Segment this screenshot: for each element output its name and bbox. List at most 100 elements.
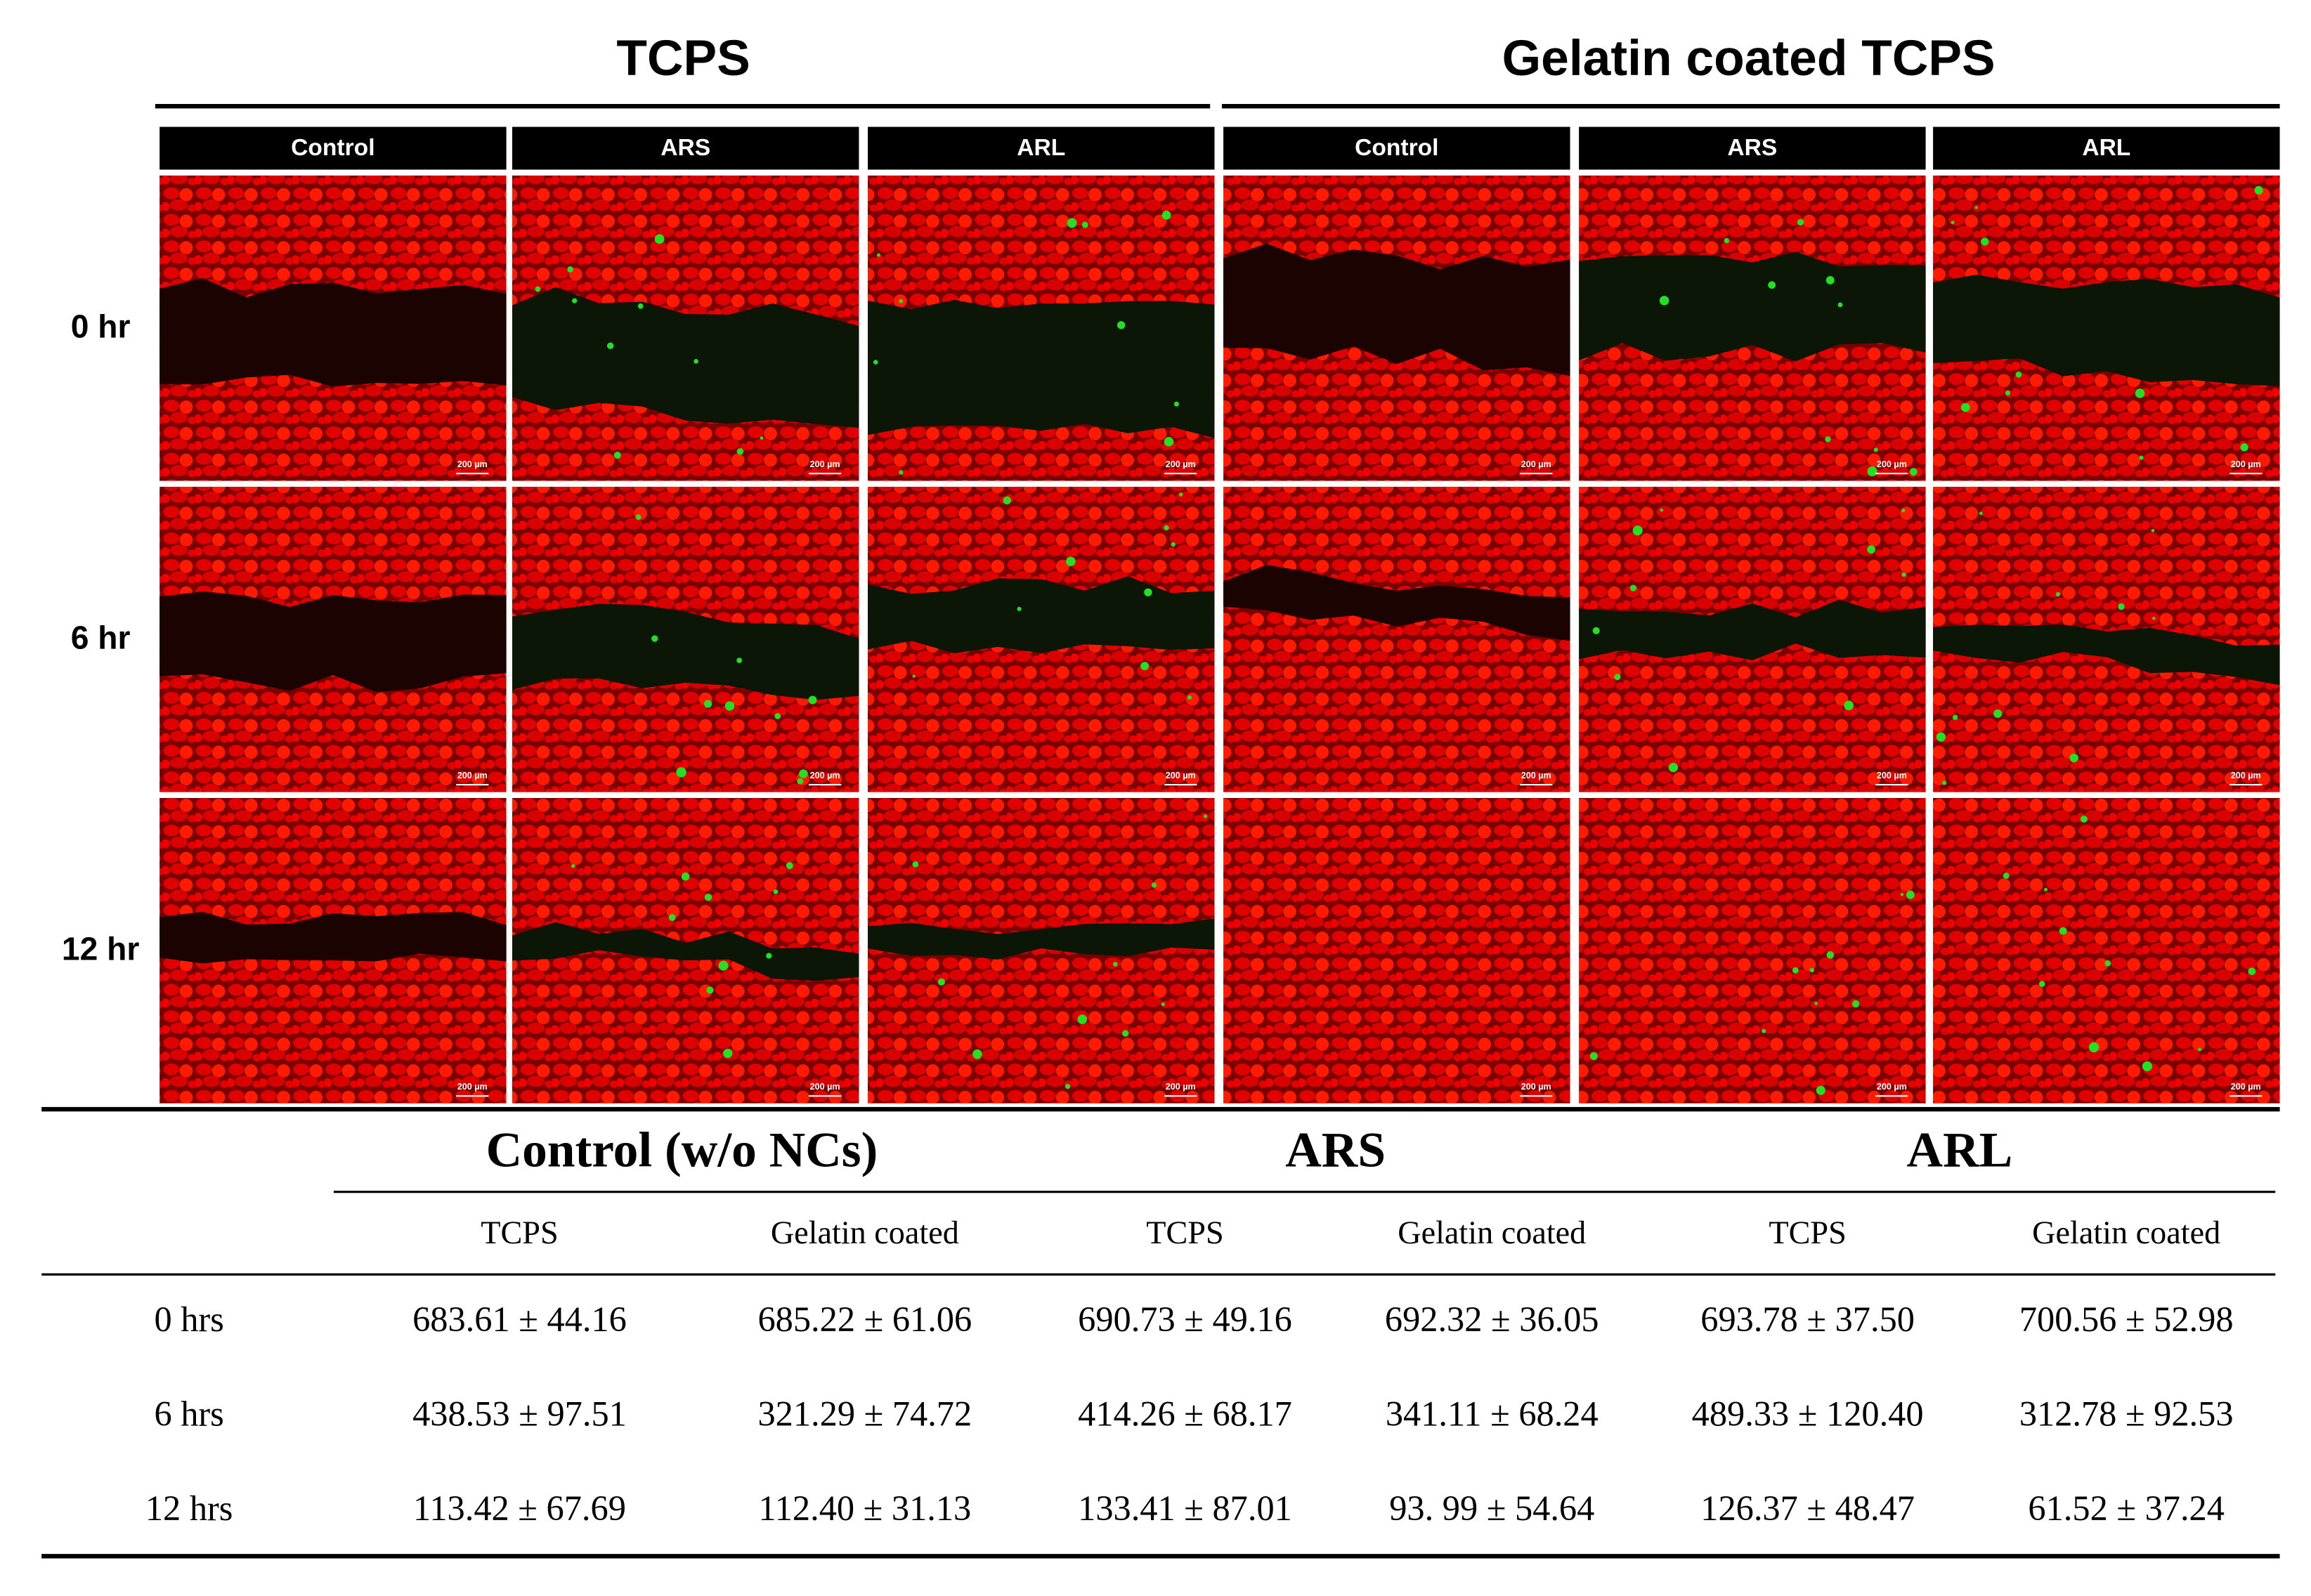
- green-dot: [1952, 714, 1958, 720]
- scratch-gap: [1933, 624, 2280, 686]
- table-subheader: TCPS: [1146, 1215, 1223, 1250]
- table-subheader: TCPS: [1769, 1215, 1846, 1250]
- scratch-gap: [1223, 243, 1570, 377]
- cell-layer: [1223, 486, 1570, 792]
- scale-bar-label: 200 µm: [1521, 1082, 1551, 1092]
- green-dot: [1164, 525, 1169, 531]
- green-dot: [2151, 528, 2155, 532]
- column-header-box: [1933, 126, 2280, 170]
- scratch-gap: [512, 922, 859, 981]
- green-dot: [651, 635, 658, 642]
- green-dot: [2118, 603, 2125, 610]
- green-dot: [760, 436, 764, 440]
- green-dot: [2139, 455, 2144, 460]
- green-dot: [2088, 1042, 2100, 1053]
- table-cell: 113.42 ± 67.69: [413, 1489, 626, 1528]
- micrograph: 200 µm: [1933, 798, 2280, 1104]
- micrograph: 200 µm: [868, 486, 1215, 792]
- green-dot: [937, 978, 945, 986]
- green-dot: [1901, 509, 1906, 513]
- table-cell: 133.41 ± 87.01: [1078, 1489, 1292, 1528]
- scratch-gap: [512, 603, 859, 700]
- green-dot: [1762, 1028, 1766, 1033]
- table-cell: 126.37 ± 48.47: [1700, 1489, 1915, 1528]
- row-label: 0 hr: [71, 308, 131, 344]
- scratch-gap: [1579, 251, 1926, 362]
- green-dot: [1161, 1002, 1165, 1007]
- scale-bar-label: 200 µm: [2231, 459, 2261, 469]
- scratch-gap: [868, 918, 1215, 960]
- micrograph: 200 µm: [868, 798, 1215, 1104]
- green-dot: [1151, 882, 1157, 888]
- green-dot: [535, 286, 541, 292]
- green-dot: [1900, 893, 1904, 896]
- green-dot: [2069, 753, 2078, 763]
- scale-bar-label: 200 µm: [457, 459, 488, 469]
- green-dot: [2080, 815, 2088, 823]
- green-dot: [972, 1049, 982, 1059]
- column-header-box: [160, 126, 507, 170]
- scale-bar-label: 200 µm: [2231, 1082, 2261, 1092]
- green-dot: [681, 872, 690, 881]
- group-title: Gelatin coated TCPS: [1502, 30, 1996, 86]
- green-dot: [1065, 1083, 1071, 1090]
- table-group: Control (w/o NCs): [486, 1123, 878, 1178]
- green-dot: [1814, 1002, 1818, 1005]
- green-dot: [1825, 436, 1831, 443]
- green-dot: [1660, 508, 1664, 512]
- green-dot: [2197, 1047, 2202, 1052]
- green-dot: [1117, 321, 1126, 329]
- green-dot: [912, 674, 916, 678]
- green-dot: [797, 778, 804, 785]
- green-dot: [1589, 1052, 1598, 1060]
- table-cell: 693.78 ± 37.50: [1700, 1300, 1915, 1339]
- green-dot: [1837, 302, 1843, 308]
- table-group: ARS: [1285, 1123, 1386, 1178]
- green-dot: [723, 1048, 733, 1059]
- column-header: Control: [1355, 135, 1438, 161]
- green-dot: [2015, 371, 2022, 378]
- scale-bar-label: 200 µm: [1166, 459, 1196, 469]
- table-cell: 700.56 ± 52.98: [2019, 1300, 2234, 1339]
- green-dot: [1867, 545, 1875, 554]
- green-dot: [1112, 962, 1118, 967]
- green-dot: [1629, 584, 1637, 591]
- green-dot: [1632, 525, 1643, 536]
- green-dot: [1122, 1030, 1129, 1037]
- green-dot: [2104, 960, 2111, 967]
- green-dot: [668, 914, 676, 922]
- green-dot: [704, 894, 712, 901]
- scale-bar-label: 200 µm: [810, 771, 840, 780]
- table-subheader: Gelatin coated: [1398, 1215, 1586, 1250]
- row-label: 0 hrs: [154, 1300, 223, 1339]
- green-dot: [1164, 437, 1174, 447]
- scratch-gap: [160, 278, 507, 387]
- green-dot: [1178, 492, 1183, 497]
- scale-bar-label: 200 µm: [2231, 771, 2261, 780]
- green-dot: [1792, 967, 1799, 974]
- group-title: TCPS: [616, 30, 750, 86]
- scale-bar-label: 200 µm: [1166, 1082, 1196, 1092]
- table-cell: 341.11 ± 68.24: [1386, 1394, 1599, 1433]
- micrograph: 200 µm: [1223, 486, 1570, 792]
- green-dot: [613, 452, 621, 459]
- green-dot: [1906, 890, 1915, 899]
- row-label: 12 hrs: [145, 1489, 233, 1528]
- green-dot: [1161, 210, 1171, 220]
- green-dot: [1173, 401, 1179, 407]
- green-dot: [1203, 814, 1208, 818]
- green-dot: [2152, 617, 2156, 620]
- table-cell: 692.32 ± 36.05: [1385, 1300, 1599, 1339]
- green-dot: [1017, 606, 1022, 611]
- green-dot: [1592, 627, 1600, 634]
- micrograph: 200 µm: [512, 798, 859, 1104]
- green-dot: [873, 360, 878, 365]
- green-dot: [637, 303, 644, 309]
- green-dot: [718, 960, 729, 971]
- scratch-gap: [1223, 565, 1570, 641]
- green-dot: [766, 953, 772, 959]
- green-dot: [571, 864, 575, 868]
- green-dot: [1960, 403, 1970, 412]
- green-dot: [1668, 762, 1679, 773]
- green-dot: [2254, 185, 2263, 195]
